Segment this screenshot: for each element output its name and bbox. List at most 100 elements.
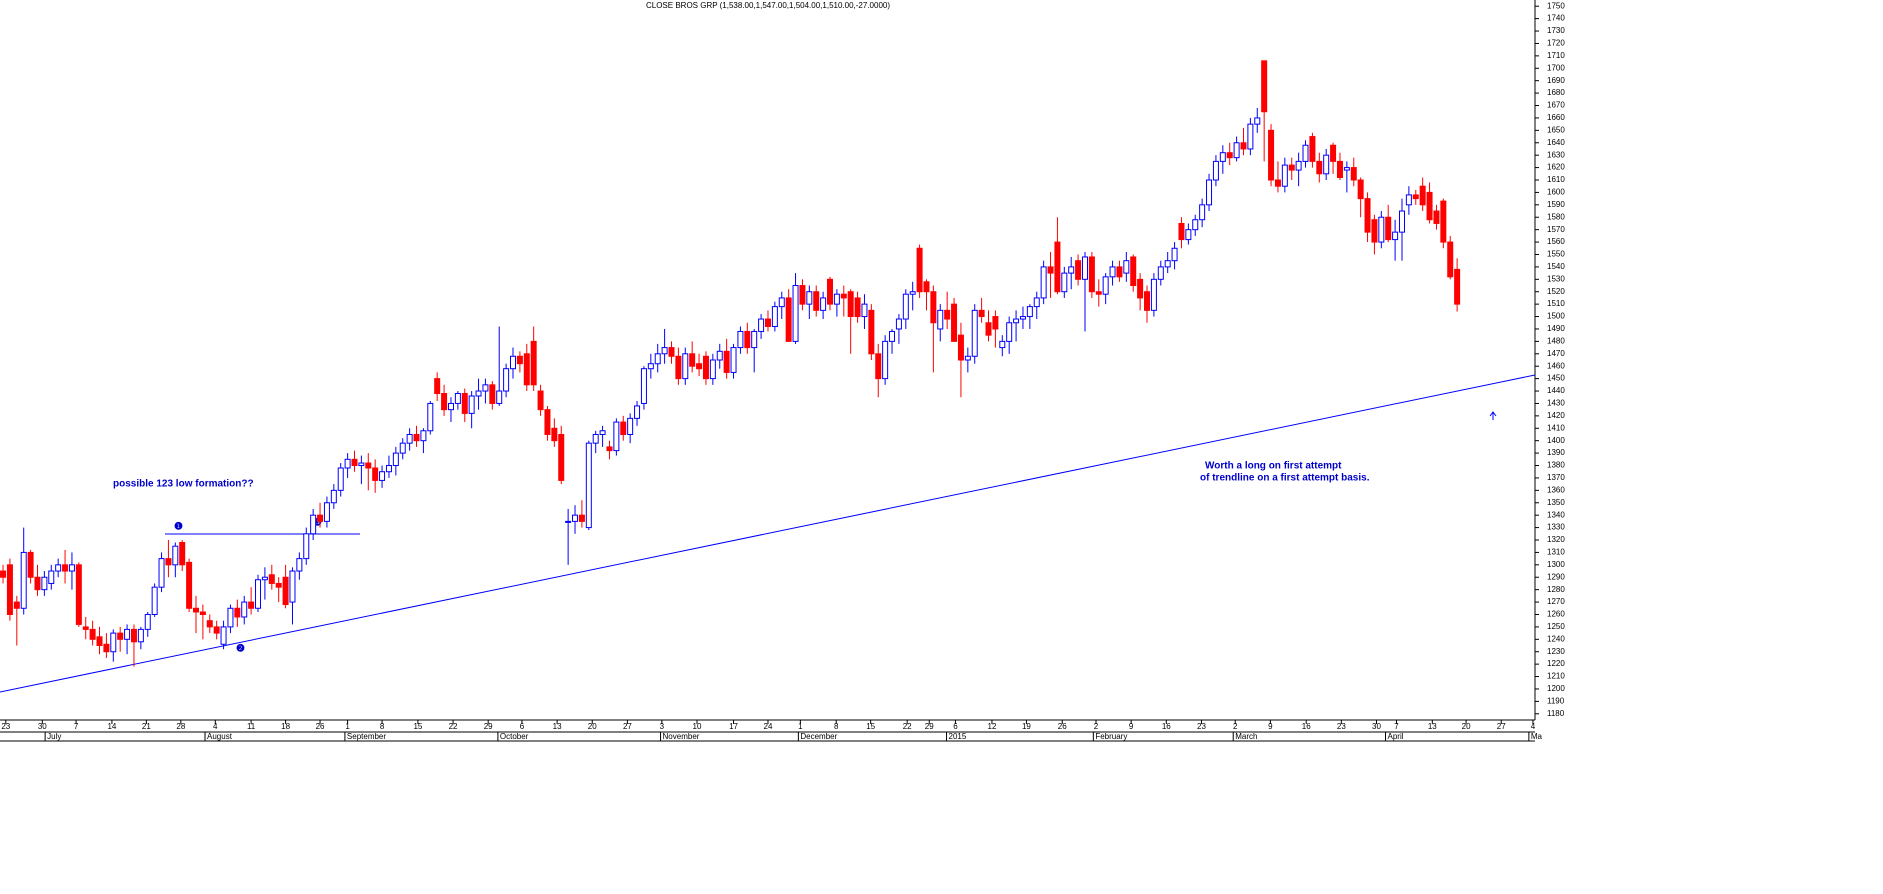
candle-body <box>882 340 889 380</box>
candle-body <box>117 632 124 640</box>
candle-body <box>1185 229 1192 241</box>
candle-body <box>1412 194 1419 200</box>
candle-body <box>565 520 572 523</box>
month-label: 2015 <box>949 732 967 741</box>
candle-body <box>861 303 868 318</box>
candle-body <box>1233 142 1240 159</box>
y-tick-label: 1220 <box>1547 659 1565 668</box>
candle-body <box>179 541 186 566</box>
candle-body <box>923 281 930 293</box>
x-tick-label: 6 <box>953 722 958 731</box>
month-label: July <box>47 732 61 741</box>
y-tick-label: 1720 <box>1547 39 1565 48</box>
candle-body <box>902 293 909 320</box>
candle-body <box>682 353 689 380</box>
x-tick-label: 15 <box>866 722 875 731</box>
candle-body <box>1454 268 1461 305</box>
x-tick-label: 26 <box>1058 722 1067 731</box>
candle-body <box>344 458 351 469</box>
candle-body <box>792 285 799 342</box>
x-tick-label: 3 <box>660 722 665 731</box>
candle-body <box>1419 185 1426 206</box>
candle-body <box>1364 198 1371 233</box>
x-tick-label: 6 <box>520 722 525 731</box>
candle-body <box>427 402 434 432</box>
candle-body <box>854 297 861 318</box>
candle-body <box>6 564 13 615</box>
y-tick-label: 1590 <box>1547 200 1565 209</box>
candle-body <box>96 636 103 647</box>
y-tick-label: 1260 <box>1547 610 1565 619</box>
candle-body <box>303 533 310 560</box>
x-tick-label: 16 <box>1302 722 1311 731</box>
candle-body <box>1192 219 1199 231</box>
candle-body <box>261 576 268 581</box>
y-tick-label: 1450 <box>1547 374 1565 383</box>
y-tick-label: 1360 <box>1547 485 1565 494</box>
candle-body <box>13 601 20 609</box>
x-tick-label: 27 <box>1497 722 1506 731</box>
candle-body <box>978 309 985 318</box>
candle-body <box>1206 179 1213 206</box>
y-tick-label: 1690 <box>1547 76 1565 85</box>
candle-body <box>1144 291 1151 311</box>
x-tick-label: 20 <box>1462 722 1471 731</box>
candle-body <box>385 465 392 473</box>
candle-body <box>1102 276 1109 295</box>
candle-body <box>1240 142 1247 150</box>
candle-body <box>1137 278 1144 299</box>
x-tick-label: 22 <box>903 722 912 731</box>
x-tick-label: 1 <box>345 722 350 731</box>
candle-body <box>523 353 530 386</box>
candle-body <box>447 402 454 411</box>
x-tick-label: 23 <box>1197 722 1206 731</box>
y-tick-label: 1200 <box>1547 684 1565 693</box>
candle-body <box>1261 60 1268 113</box>
candle-body <box>296 558 303 572</box>
candle-body <box>937 309 944 330</box>
candle-body <box>875 353 882 380</box>
candle-body <box>1199 204 1206 221</box>
candle-body <box>1013 318 1020 324</box>
month-label: March <box>1235 732 1257 741</box>
y-tick-label: 1320 <box>1547 535 1565 544</box>
candle-body <box>537 390 544 411</box>
candle-body <box>785 297 792 342</box>
candle-body <box>964 355 971 361</box>
candle-body <box>957 334 964 361</box>
candle-body <box>1302 144 1309 162</box>
candle-body <box>1398 210 1405 233</box>
candle-body <box>151 586 158 615</box>
candle-body <box>1323 154 1330 175</box>
candle-body <box>1226 152 1233 159</box>
candle-body <box>1343 167 1350 171</box>
y-tick-label: 1620 <box>1547 163 1565 172</box>
candle-body <box>758 318 765 332</box>
x-tick-label: 18 <box>281 722 290 731</box>
candle-body <box>103 643 110 653</box>
candle-body <box>868 309 875 355</box>
candle-body <box>1075 260 1082 280</box>
y-tick-label: 1540 <box>1547 262 1565 271</box>
candle-body <box>1405 194 1412 206</box>
candle-body <box>186 561 193 609</box>
x-tick-label: 9 <box>1129 722 1134 731</box>
candle-body <box>999 340 1006 349</box>
y-tick-label: 1520 <box>1547 287 1565 296</box>
candle-body <box>255 579 262 609</box>
candle-body <box>496 390 503 404</box>
candle-body <box>544 409 551 435</box>
candle-body <box>613 421 620 452</box>
candle-body <box>351 458 358 467</box>
y-tick-label: 1750 <box>1547 1 1565 10</box>
x-tick-label: 27 <box>623 722 632 731</box>
y-tick-label: 1240 <box>1547 634 1565 643</box>
candle-body <box>1447 241 1454 278</box>
candle-body <box>1426 191 1433 221</box>
candle-body <box>634 405 641 419</box>
candle-body <box>827 278 834 305</box>
candle-body <box>509 355 516 370</box>
candle-body <box>951 303 958 342</box>
candle-body <box>1081 256 1088 280</box>
